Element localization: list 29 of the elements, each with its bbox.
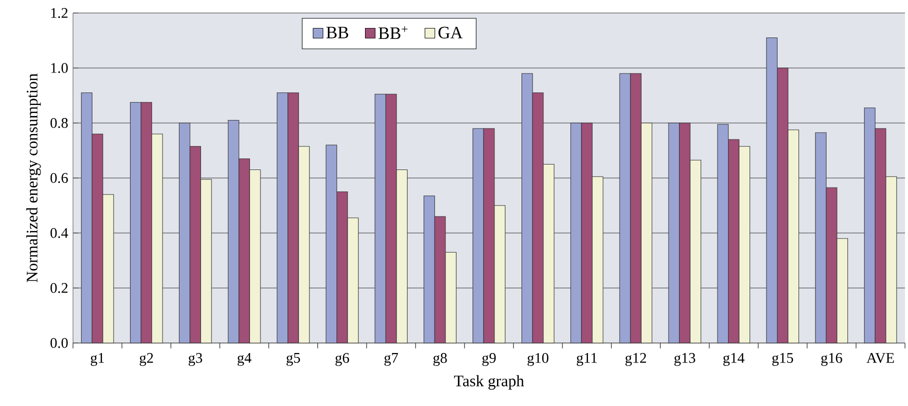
x-tick-label: g13 (674, 353, 696, 366)
legend-label: BB (326, 26, 348, 38)
x-tick-label: g8 (433, 353, 447, 366)
x-tick-label: g4 (238, 353, 252, 366)
x-tick-label: g10 (528, 353, 548, 366)
x-tick-label: g11 (576, 353, 597, 366)
x-tick-label: g15 (772, 353, 794, 366)
y-tick-label: 0.2 (50, 283, 68, 293)
x-tick-label: g9 (482, 353, 496, 366)
y-tick-label: 0.0 (50, 338, 68, 348)
y-axis-title: Normalized energy consumption (26, 74, 41, 282)
x-tick-label: g16 (821, 353, 842, 366)
x-tick-label: g14 (723, 353, 744, 366)
x-tick-label: AVE (866, 353, 894, 363)
x-tick-label: g1 (90, 353, 104, 366)
x-tick-label: g7 (384, 353, 398, 366)
y-tick-label: 1.2 (51, 8, 68, 18)
x-tick-label: g5 (286, 353, 300, 366)
y-tick-label: 0.4 (50, 228, 68, 238)
y-tick-label: 0.6 (50, 173, 68, 183)
y-tick-label: 0.8 (50, 118, 68, 128)
x-tick-label: g12 (625, 353, 646, 366)
x-axis-title: Task graph (454, 375, 524, 390)
x-tick-label: g3 (188, 353, 202, 366)
x-tick-label: g6 (335, 353, 350, 366)
legend-label: BB$^{+}$ (378, 26, 408, 39)
legend-label: GA (438, 26, 463, 38)
y-tick-label: 1.0 (51, 63, 68, 73)
x-tick-label: g2 (140, 353, 153, 366)
